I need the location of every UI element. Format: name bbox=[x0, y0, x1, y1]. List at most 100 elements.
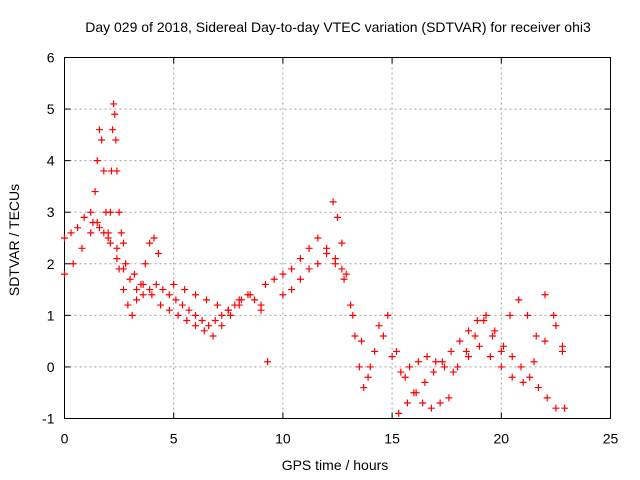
data-point bbox=[126, 275, 134, 283]
data-point bbox=[251, 296, 259, 304]
data-point bbox=[218, 311, 226, 319]
data-point bbox=[133, 296, 141, 304]
data-point bbox=[384, 311, 392, 319]
data-point bbox=[331, 260, 339, 268]
data-point bbox=[541, 291, 549, 299]
y-tick-label: 1 bbox=[47, 307, 55, 323]
y-tick-label: 4 bbox=[47, 153, 55, 169]
data-point bbox=[264, 358, 272, 366]
data-point bbox=[115, 265, 123, 273]
data-point bbox=[61, 270, 68, 278]
series-track-3 bbox=[89, 126, 112, 242]
plot-frame bbox=[64, 57, 611, 419]
data-point bbox=[338, 265, 346, 273]
data-point bbox=[80, 213, 88, 221]
data-point bbox=[438, 358, 446, 366]
data-point bbox=[379, 332, 387, 340]
series-track-8 bbox=[279, 249, 348, 299]
data-point bbox=[87, 229, 95, 237]
x-axis-label: GPS time / hours bbox=[282, 457, 389, 473]
data-marks bbox=[61, 100, 569, 417]
data-point bbox=[543, 394, 551, 402]
data-point bbox=[165, 306, 173, 314]
data-point bbox=[471, 332, 479, 340]
data-point bbox=[419, 399, 427, 407]
data-point bbox=[349, 311, 357, 319]
data-point bbox=[541, 337, 549, 345]
data-point bbox=[329, 198, 337, 206]
data-point bbox=[388, 353, 396, 361]
data-point bbox=[401, 373, 409, 381]
data-point bbox=[475, 342, 483, 350]
data-point bbox=[106, 208, 114, 216]
data-point bbox=[395, 409, 403, 417]
data-point bbox=[445, 394, 453, 402]
data-point bbox=[141, 260, 149, 268]
data-point bbox=[183, 317, 191, 325]
series-track-2 bbox=[61, 224, 243, 340]
data-point bbox=[170, 280, 178, 288]
data-point bbox=[371, 347, 379, 355]
data-point bbox=[454, 363, 462, 371]
data-point bbox=[200, 327, 208, 335]
y-tick-label: 5 bbox=[47, 101, 55, 117]
data-point bbox=[288, 286, 296, 294]
data-point bbox=[279, 270, 287, 278]
data-point bbox=[358, 337, 366, 345]
data-point bbox=[526, 373, 534, 381]
data-point bbox=[403, 399, 411, 407]
series-track-1 bbox=[61, 208, 265, 330]
data-point bbox=[150, 234, 158, 242]
data-point bbox=[74, 224, 82, 232]
data-point bbox=[334, 213, 341, 221]
data-point bbox=[95, 224, 103, 232]
data-point bbox=[342, 270, 350, 278]
data-point bbox=[375, 322, 383, 330]
chart-title: Day 029 of 2018, Sidereal Day-to-day VTE… bbox=[85, 19, 591, 35]
data-point bbox=[211, 317, 219, 325]
data-point bbox=[91, 188, 99, 196]
data-point bbox=[323, 249, 331, 257]
data-point bbox=[392, 347, 400, 355]
data-point bbox=[124, 301, 132, 309]
data-point bbox=[305, 265, 313, 273]
data-point bbox=[110, 100, 118, 108]
data-point bbox=[517, 363, 525, 371]
data-point bbox=[89, 219, 97, 227]
data-point bbox=[486, 353, 494, 361]
data-point bbox=[104, 234, 112, 242]
series-track-11 bbox=[395, 311, 569, 417]
data-point bbox=[397, 368, 405, 376]
data-point bbox=[351, 332, 359, 340]
data-point bbox=[202, 296, 210, 304]
data-point bbox=[482, 311, 490, 319]
data-point bbox=[98, 136, 106, 144]
data-point bbox=[67, 229, 75, 237]
data-point bbox=[192, 311, 200, 319]
data-point bbox=[192, 291, 200, 299]
y-axis-label: SDTVAR / TECUs bbox=[6, 184, 22, 296]
data-point bbox=[178, 301, 186, 309]
data-point bbox=[117, 229, 125, 237]
data-point bbox=[465, 327, 473, 335]
data-point bbox=[165, 291, 173, 299]
data-point bbox=[465, 353, 473, 361]
data-point bbox=[159, 286, 167, 294]
data-point bbox=[100, 167, 108, 175]
y-tick-label: -1 bbox=[42, 411, 55, 427]
grid bbox=[64, 57, 611, 419]
data-point bbox=[261, 280, 269, 288]
data-point bbox=[218, 322, 226, 330]
data-point bbox=[314, 234, 322, 242]
data-point bbox=[296, 275, 304, 283]
data-point bbox=[128, 311, 136, 319]
data-point bbox=[497, 347, 505, 355]
data-point bbox=[270, 275, 278, 283]
data-point bbox=[296, 255, 304, 263]
data-point bbox=[366, 363, 374, 371]
data-point bbox=[432, 358, 440, 366]
data-point bbox=[139, 291, 147, 299]
data-point bbox=[534, 384, 542, 392]
data-point bbox=[427, 404, 435, 412]
data-point bbox=[115, 208, 123, 216]
